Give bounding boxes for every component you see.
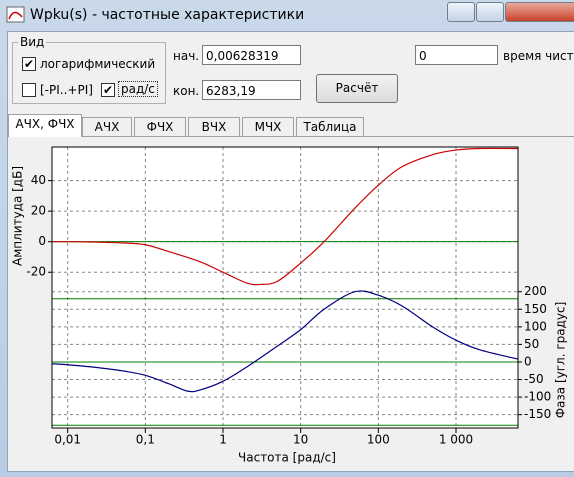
y2-tick-label: -100 — [524, 390, 551, 404]
x-tick-label: 1 000 — [439, 433, 473, 447]
series-line — [51, 290, 519, 393]
x-tick-label: 10 — [293, 433, 308, 447]
checkbox-label: рад/с — [118, 81, 158, 97]
tab[interactable]: АЧХ, ФЧХ — [8, 114, 82, 137]
y2-tick-label: 150 — [524, 302, 547, 316]
plot-area — [52, 147, 518, 428]
tab[interactable]: МЧХ — [242, 117, 294, 136]
checkbox-label: [-PI..+PI] — [40, 83, 93, 97]
checkbox[interactable]: ✔ — [22, 57, 36, 71]
y2-tick-label: 200 — [524, 284, 547, 298]
plot-frame — [51, 146, 519, 429]
x-tick-label: 0,1 — [136, 433, 155, 447]
y2-tick-label: -50 — [524, 372, 544, 386]
x-tick-label: 0,01 — [54, 433, 81, 447]
tab[interactable]: АЧХ — [82, 117, 132, 136]
tab[interactable]: ФЧХ — [134, 117, 186, 136]
checkbox[interactable]: ✔ — [101, 83, 115, 97]
close-button[interactable] — [505, 2, 574, 22]
x-axis-label: Частота [рад/с] — [238, 451, 336, 465]
y2-axis-label: Фаза [угл. градус] — [554, 302, 568, 419]
checkbox[interactable] — [22, 83, 36, 97]
series-line — [51, 147, 519, 286]
end-label: кон. — [173, 84, 200, 98]
y-tick-label: -20 — [26, 265, 46, 279]
time-label: время чист — [503, 49, 574, 63]
y2-tick-label: 100 — [524, 319, 547, 333]
minimize-button[interactable] — [447, 2, 475, 22]
time-input[interactable]: 0 — [415, 45, 498, 65]
checkbox-label: логарифмический — [40, 57, 156, 71]
y2-tick-label: 0 — [524, 354, 532, 368]
start-input[interactable]: 0,00628319 — [202, 45, 301, 65]
calculate-button[interactable]: Расчёт — [316, 74, 398, 103]
y-tick-label: 0 — [38, 234, 46, 248]
x-tick-label: 100 — [367, 433, 390, 447]
tab-panel — [8, 136, 574, 470]
group-title: Вид — [18, 35, 47, 49]
view-group — [12, 42, 166, 104]
maximize-button[interactable] — [476, 2, 504, 22]
start-label: нач. — [173, 49, 200, 63]
tab[interactable]: Таблица — [296, 117, 364, 136]
y-tick-label: 20 — [31, 204, 46, 218]
y2-tick-label: -150 — [524, 407, 551, 421]
y2-tick-label: 50 — [524, 337, 539, 351]
y-axis-label: Амплитуда [дБ] — [11, 166, 25, 266]
x-tick-label: 1 — [219, 433, 227, 447]
y-tick-label: 40 — [31, 173, 46, 187]
app-icon — [6, 6, 25, 23]
window-title: Wpku(s) - частотные характеристики — [30, 7, 305, 23]
tab[interactable]: ВЧХ — [188, 117, 240, 136]
end-input[interactable]: 6283,19 — [202, 80, 301, 100]
